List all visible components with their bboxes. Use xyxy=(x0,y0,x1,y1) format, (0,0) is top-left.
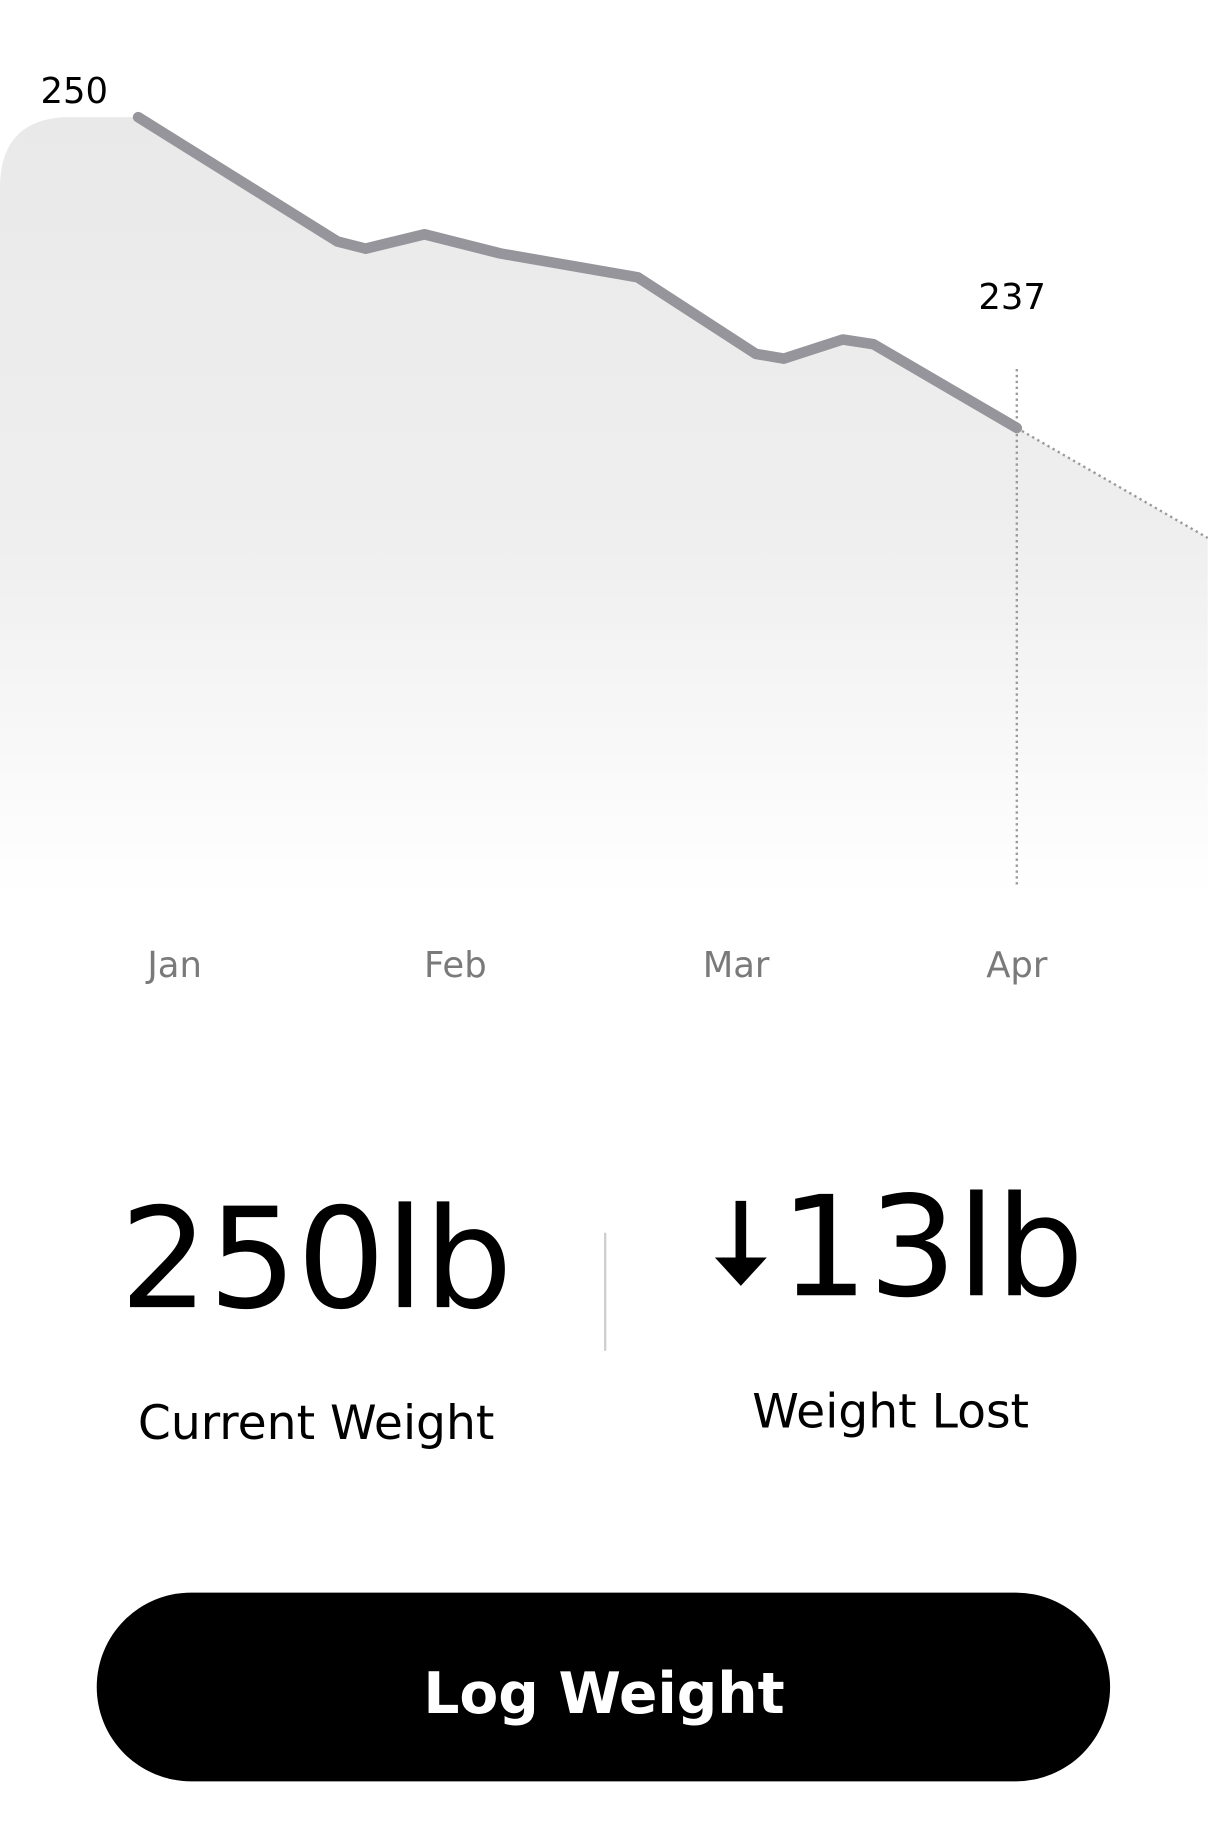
projection-line xyxy=(1016,426,1208,539)
button-background[interactable] xyxy=(96,1592,1111,1782)
x-tick-label: Mar xyxy=(703,945,770,986)
weight-line xyxy=(132,111,1023,434)
x-tick-label: Feb xyxy=(424,945,487,986)
current-weight: 250lb xyxy=(120,1178,513,1340)
x-tick-label: Apr xyxy=(986,945,1048,986)
end-value-label: 237 xyxy=(978,277,1046,318)
down-arrow-icon xyxy=(714,1200,767,1286)
area-fill xyxy=(0,117,1208,897)
weight-lost: 13lb xyxy=(780,1166,1084,1328)
chart: 250 237 Jan Feb Mar Apr xyxy=(0,71,1208,986)
current-weight-label: Current Weight xyxy=(138,1396,495,1451)
button-label[interactable]: Log Weight xyxy=(423,1661,784,1727)
start-value-label: 250 xyxy=(41,71,109,112)
log-weight-button[interactable]: Log Weight xyxy=(96,1592,1111,1782)
weight-lost-label: Weight Lost xyxy=(752,1384,1029,1439)
x-tick-label: Jan xyxy=(145,945,202,986)
